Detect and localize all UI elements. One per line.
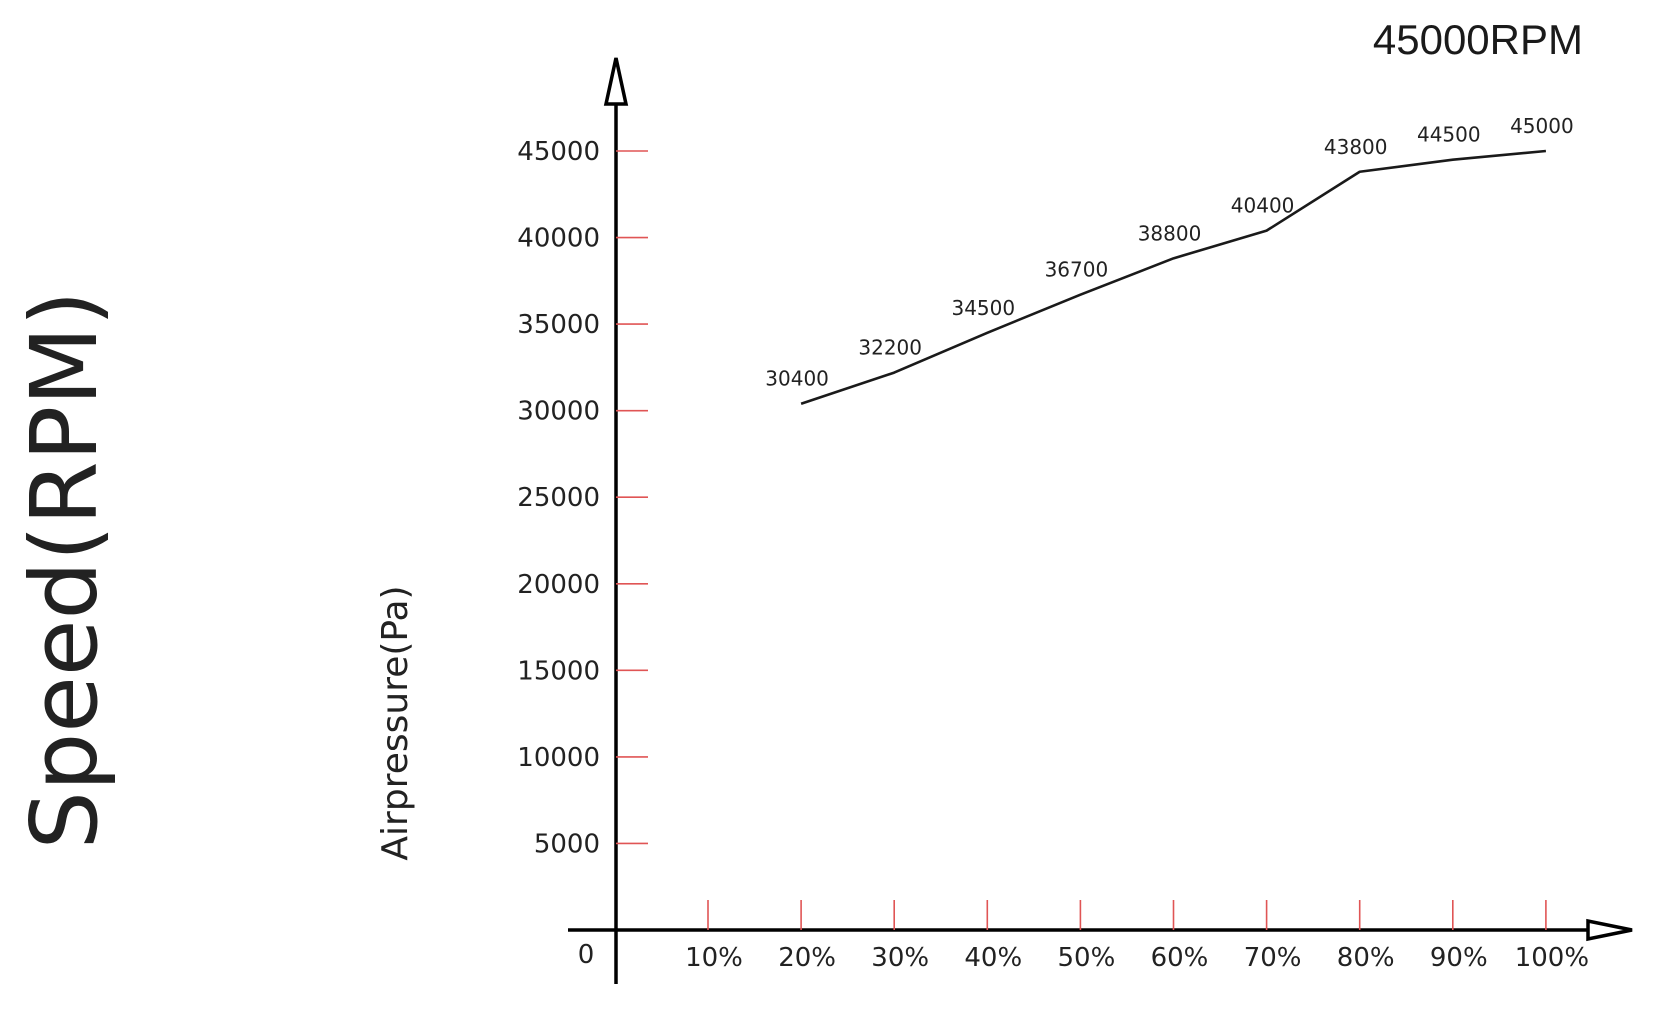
data-label: 43800 [1324,135,1388,159]
data-labels: 30400 32200 34500 36700 38800 40400 43800 44500… [765,114,1573,391]
y-tick-label: 5000 [534,829,600,859]
y-tick-label: 25000 [517,483,600,513]
x-axis-arrow [1586,918,1633,942]
data-label: 36700 [1045,258,1109,282]
x-tick-label: 80% [1337,943,1395,973]
x-tick-label: 20% [778,943,836,973]
x-tick-label: 30% [871,943,929,973]
axes: 0 [568,57,1633,984]
data-label: 30400 [765,367,829,391]
y-tick-label: 35000 [517,310,600,340]
y-tick-label: 10000 [517,743,600,773]
y-tick-label: 40000 [517,224,600,254]
y-axis-arrow [603,57,629,106]
y-tick-label: 20000 [517,570,600,600]
origin-label: 0 [578,940,595,970]
data-label: 40400 [1231,194,1295,218]
x-tick-label: 70% [1244,943,1302,973]
x-tick-label: 100% [1515,943,1589,973]
y-tick-label: 15000 [517,656,600,686]
x-tick-label: 50% [1058,943,1116,973]
data-label: 38800 [1138,221,1202,245]
data-label: 32200 [858,336,922,360]
y-tick-label: 45000 [517,137,600,167]
x-tick-label: 40% [964,943,1022,973]
y-axis-title: Airpressure(Pa) [375,585,416,860]
speed-side-label: Speed(RPM) [11,291,118,850]
chart-title: 45000RPM [1373,16,1583,63]
data-label: 44500 [1417,123,1481,147]
x-tick-label: 90% [1430,943,1488,973]
y-tick-label: 30000 [517,397,600,427]
data-label: 45000 [1510,114,1574,138]
x-ticks: 10% 20% 30% 40% 50% 60% 70% 80% 90% 100% [685,900,1589,973]
y-ticks: 5000 10000 15000 20000 25000 30000 35000 40000 4… [517,137,648,859]
series-line [800,149,1547,405]
data-label: 34500 [951,296,1015,320]
x-tick-label: 10% [685,943,743,973]
series [800,149,1547,405]
x-tick-label: 60% [1151,943,1209,973]
